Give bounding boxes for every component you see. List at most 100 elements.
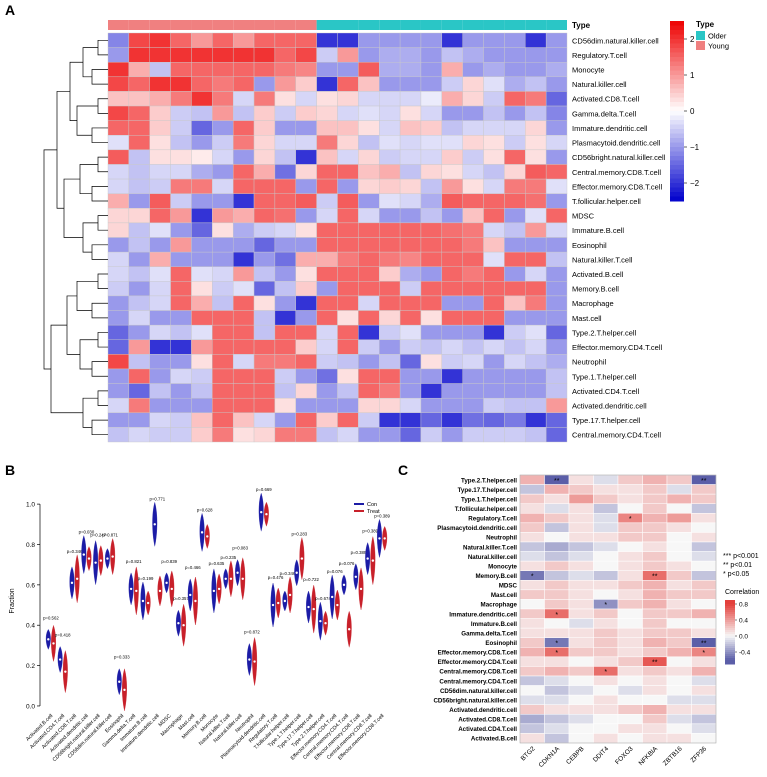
heatmap-cell <box>337 412 359 428</box>
heatmap-cell <box>420 237 443 253</box>
violin-median <box>87 557 91 560</box>
heatmap-cell <box>462 91 484 107</box>
corr-cell <box>691 608 717 619</box>
heatmap-cell <box>483 427 505 443</box>
colorbar-segment <box>670 111 684 116</box>
heatmap-cell <box>232 354 255 370</box>
heatmap-cell <box>504 76 526 92</box>
heatmap-cell <box>337 222 359 238</box>
type-annotation-cell <box>546 20 567 30</box>
corr-cell <box>691 685 717 696</box>
heatmap-cell <box>295 32 317 48</box>
corr-cell <box>519 704 545 715</box>
heatmap-cell <box>212 383 234 399</box>
heatmap-cell <box>483 354 505 370</box>
corr-cell <box>691 666 717 677</box>
corr-cell <box>519 656 545 667</box>
violin-median <box>106 557 109 560</box>
colorbar-segment <box>725 612 735 615</box>
corr-cell <box>691 493 717 504</box>
heatmap-cell <box>525 76 547 92</box>
heatmap-cell <box>462 237 484 253</box>
colorbar-tick-label: -0.4 <box>739 650 751 657</box>
heatmap-cell <box>358 164 380 180</box>
corr-cell <box>593 637 619 648</box>
row-label: Activated.dendritic.cell <box>572 401 647 410</box>
heatmap-cell <box>107 208 130 224</box>
heatmap-cell <box>379 281 401 297</box>
panel-c-letter: C <box>398 462 409 478</box>
heatmap-cell <box>107 324 130 340</box>
corr-cell <box>666 733 692 744</box>
violin-median <box>383 537 386 540</box>
violin-median <box>170 587 173 591</box>
heatmap-cell <box>253 193 276 209</box>
violin-b: 0.00.20.40.60.81.0Fractionp=0.562Activat… <box>9 487 391 763</box>
heatmap-cell <box>379 354 401 370</box>
row-label: Type.2.T.helper.cell <box>572 328 637 337</box>
heatmap-cell <box>441 47 463 63</box>
heatmap-cell <box>295 383 317 399</box>
heatmap-cell <box>420 47 443 63</box>
colorbar-segment <box>670 160 684 166</box>
heatmap-cell <box>274 76 296 92</box>
heatmap-cell <box>399 266 422 282</box>
heatmap-cell <box>420 105 443 121</box>
heatmap-cell <box>379 266 401 282</box>
type-annotation-cell <box>441 20 463 30</box>
heatmap-cell <box>191 427 213 443</box>
heatmap-cell <box>107 266 130 282</box>
heatmap-cell <box>232 266 255 282</box>
significance-star: * <box>702 650 705 657</box>
p-value-label: p=0.839 <box>161 559 177 564</box>
type-annotation-cell <box>525 20 547 30</box>
corr-cell <box>642 599 668 610</box>
heatmap-cell <box>525 383 547 399</box>
corr-cell <box>666 589 692 600</box>
corr-cell <box>666 656 692 667</box>
heatmap-cell <box>545 339 568 355</box>
heatmap-cell <box>107 32 130 48</box>
corr-cell <box>617 656 643 667</box>
corr-cell <box>617 733 643 744</box>
colorbar-segment <box>725 636 735 639</box>
p-value-label: p=0.771 <box>150 496 166 501</box>
colorbar-segment <box>670 106 684 112</box>
heatmap-cell <box>170 368 192 384</box>
heatmap-cell <box>420 32 443 48</box>
heatmap-cell <box>149 105 171 121</box>
heatmap-cell <box>462 251 484 267</box>
heatmap-cell <box>462 324 484 340</box>
row-label: Immature.dendritic.cell <box>572 124 648 133</box>
heatmap-cell <box>358 412 380 428</box>
corr-cell <box>666 503 692 514</box>
heatmap-cell <box>399 47 422 63</box>
heatmap-cell <box>274 222 296 238</box>
corr-cell <box>691 580 717 591</box>
heatmap-cell <box>545 178 568 194</box>
row-label: Activated.CD8.T.cell <box>572 95 639 104</box>
corr-cell <box>519 522 545 533</box>
row-label: Activated.CD4.T.cell <box>458 726 517 733</box>
legend-label: Con <box>367 502 377 508</box>
heatmap-cell <box>253 208 276 224</box>
corr-cell <box>568 522 594 533</box>
heatmap-cell <box>128 383 150 399</box>
p-value-label: p=0.346 <box>67 549 83 554</box>
heatmap-cell <box>232 105 255 121</box>
heatmap-cell <box>483 91 505 107</box>
corr-cell <box>617 532 643 543</box>
heatmap-cell <box>525 208 547 224</box>
heatmap-cell <box>337 368 359 384</box>
colorbar-tick-label: −1 <box>690 143 700 152</box>
type-annotation-cell <box>149 20 171 30</box>
heatmap-cell <box>253 354 276 370</box>
heatmap-cell <box>545 208 568 224</box>
p-value-label: p=0.283 <box>291 532 307 537</box>
heatmap-cell <box>337 310 359 326</box>
type-legend-swatch <box>696 41 705 50</box>
corr-cell <box>691 656 717 667</box>
corr-cell <box>593 733 619 744</box>
significance-star: * <box>555 641 558 648</box>
p-value-label: p=0.235 <box>220 555 236 560</box>
